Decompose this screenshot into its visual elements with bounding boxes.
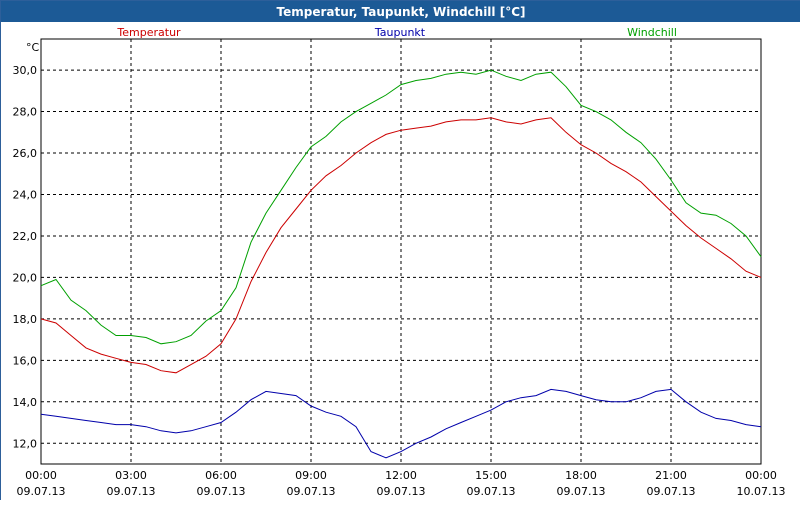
legend-item-windchill: Windchill xyxy=(627,26,677,39)
legend-item-temperatur: Temperatur xyxy=(116,26,181,39)
legend: Temperatur Taupunkt Windchill xyxy=(116,26,677,39)
y-tick-label: 14,0 xyxy=(13,396,38,409)
x-tick-date: 09.07.13 xyxy=(647,485,696,498)
x-tick-date: 09.07.13 xyxy=(197,485,246,498)
x-tick-date: 09.07.13 xyxy=(467,485,516,498)
x-tick-time: 00:00 xyxy=(745,469,777,482)
y-tick-label: 22,0 xyxy=(13,230,38,243)
x-tick-time: 15:00 xyxy=(475,469,507,482)
series-layer xyxy=(40,69,762,459)
x-tick-time: 06:00 xyxy=(205,469,237,482)
legend-item-taupunkt: Taupunkt xyxy=(374,26,426,39)
x-tick-time: 18:00 xyxy=(565,469,597,482)
y-tick-label: 24,0 xyxy=(13,188,38,201)
series-line-taupunkt xyxy=(40,388,762,459)
x-tick-time: 00:00 xyxy=(25,469,57,482)
x-tick-date: 09.07.13 xyxy=(107,485,156,498)
series-line-windchill xyxy=(40,69,762,345)
y-tick-label: 28,0 xyxy=(13,106,38,119)
x-tick-date: 09.07.13 xyxy=(557,485,606,498)
window-title: Temperatur, Taupunkt, Windchill [°C] xyxy=(1,1,800,22)
y-tick-label: 30,0 xyxy=(13,64,38,77)
x-tick-time: 09:00 xyxy=(295,469,327,482)
grid xyxy=(41,39,761,464)
y-tick-label: 20,0 xyxy=(13,271,38,284)
x-tick-date: 09.07.13 xyxy=(377,485,426,498)
y-tick-label: 16,0 xyxy=(13,354,38,367)
y-tick-label: 26,0 xyxy=(13,147,38,160)
chart-svg: 12,0 14,0 16,0 18,0 20,0 22,0 24,0 26,0 28,0 30,0… xyxy=(13,26,786,498)
y-tick-label: 18,0 xyxy=(13,313,38,326)
x-tick-date: 09.07.13 xyxy=(287,485,336,498)
series-line-temperatur xyxy=(40,117,762,374)
x-tick-date: 09.07.13 xyxy=(17,485,66,498)
x-tick-time: 03:00 xyxy=(115,469,147,482)
y-axis-unit-label: °C xyxy=(26,41,40,54)
plot-frame xyxy=(40,38,762,465)
x-tick-time: 21:00 xyxy=(655,469,687,482)
axis-labels: 12,0 14,0 16,0 18,0 20,0 22,0 24,0 26,0 28,0 30,0… xyxy=(13,64,786,498)
x-tick-time: 12:00 xyxy=(385,469,417,482)
y-tick-label: 12,0 xyxy=(13,437,38,450)
x-tick-date: 10.07.13 xyxy=(737,485,786,498)
chart-area: 12,0 14,0 16,0 18,0 20,0 22,0 24,0 26,0 28,0 30,0… xyxy=(1,22,800,501)
